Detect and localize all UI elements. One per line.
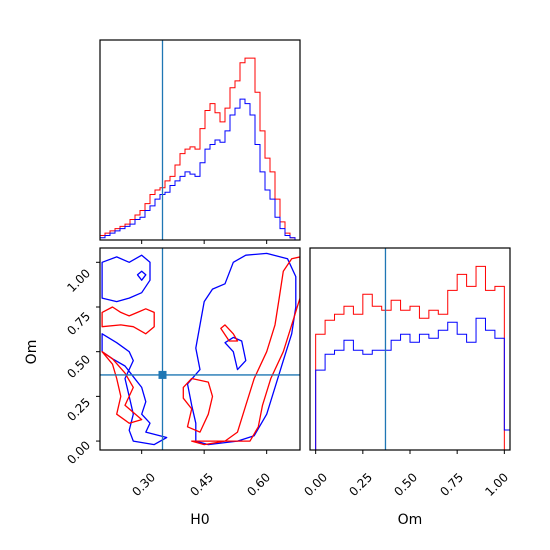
h0-marginal-panel (99, 39, 301, 244)
contour-series-1-2 (191, 256, 300, 446)
contour-series-1-4 (220, 324, 239, 342)
axes-frame (99, 39, 301, 241)
om-marginal-axis-label: Om (398, 512, 423, 528)
h0-tick-label: 0.60 (244, 470, 273, 499)
axes-frame (99, 247, 301, 451)
h0-axis-label: H0 (190, 512, 209, 528)
om-marginal-tick-label: 1.00 (482, 470, 511, 499)
om-axis-tick-labels: 0.00 0.25 0.50 0.75 1.00 (64, 266, 93, 467)
om-marginal-tick-label: 0.25 (346, 470, 375, 499)
om-tick-label: 0.00 (64, 438, 93, 467)
h0-tick-labels: 0.30 0.45 0.60 (129, 470, 273, 499)
histogram-series-0 (310, 265, 510, 450)
om-axis-label: Om (24, 340, 40, 365)
h0-tick-label: 0.30 (129, 470, 158, 499)
om-marginal-tick-label: 0.50 (391, 470, 420, 499)
om-tick-label: 0.75 (64, 309, 93, 338)
contour-series-0-0 (101, 254, 151, 303)
contour-series-1-3 (182, 377, 214, 433)
histogram-series-1 (100, 98, 300, 240)
om-marginal-tick-labels: 0.00 0.25 0.50 0.75 1.00 (301, 470, 511, 499)
contour-series-0-2 (186, 252, 297, 446)
axes-frame (309, 247, 511, 451)
histogram-series-1 (310, 317, 510, 450)
histogram-series-0 (100, 57, 300, 240)
h0-om-contour-panel (96, 247, 301, 454)
om-tick-label: 1.00 (64, 266, 93, 295)
om-marginal-tick-label: 0.00 (301, 470, 330, 499)
om-marginal-tick-label: 0.75 (437, 470, 466, 499)
contour-series-0-4 (136, 270, 147, 281)
om-tick-label: 0.25 (64, 395, 93, 424)
contour-series-0-3 (224, 336, 247, 371)
contour-series-1-0 (101, 306, 155, 335)
om-marginal-panel (309, 247, 511, 454)
h0-tick-label: 0.45 (187, 470, 216, 499)
truth-marker (158, 370, 167, 379)
om-tick-label: 0.50 (64, 352, 93, 381)
contour-series-1-1 (101, 351, 143, 424)
contour-series-0-1 (101, 333, 168, 446)
